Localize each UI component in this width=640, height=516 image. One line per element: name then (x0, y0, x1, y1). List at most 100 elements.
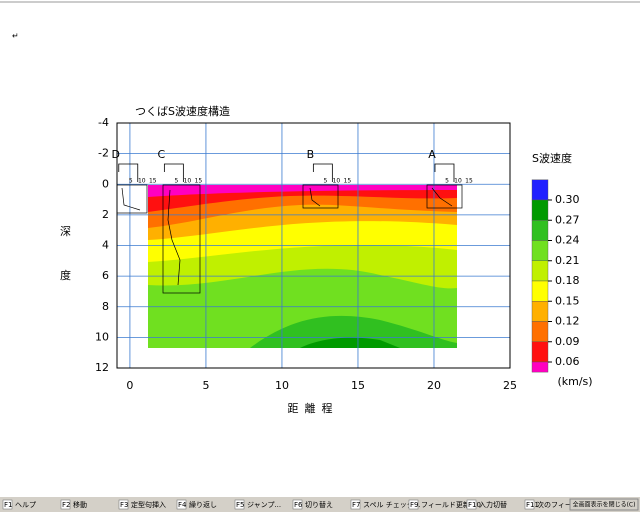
key-label: ジャンプ... (247, 501, 281, 509)
colorbar-unit: (km/s) (557, 375, 592, 388)
y-tick-label: 10 (95, 330, 109, 343)
status-bar (0, 497, 640, 512)
colorbar-label: 0.21 (555, 254, 580, 267)
borehole-tick: 15 (195, 178, 203, 185)
key-name: F3 (120, 501, 128, 509)
colorbar-label: 0.24 (555, 234, 580, 247)
borehole-tick: 10 (184, 178, 192, 185)
key-name: F6 (294, 501, 303, 509)
x-tick-label: 20 (427, 379, 441, 392)
x-tick-label: 5 (202, 379, 209, 392)
key-box (350, 499, 361, 510)
status-item[interactable]: F1 ヘルプ (2, 499, 36, 510)
borehole-label: C (158, 148, 166, 161)
close-button[interactable] (569, 498, 639, 511)
borehole-tick: 5 (129, 178, 133, 185)
status-item[interactable]: F7 スペル チェック... (350, 499, 420, 510)
colorbar-label: 0.15 (555, 294, 580, 307)
colorbar-swatch (531, 280, 549, 302)
key-name: F11 (526, 501, 539, 509)
colorbar-swatch (531, 301, 549, 322)
colorbar-swatch (531, 361, 549, 373)
borehole-logs (116, 184, 463, 294)
key-box (466, 499, 477, 510)
status-item[interactable]: F2 移動 (60, 499, 87, 510)
colorbar-label: 0.18 (555, 274, 580, 287)
status-item[interactable]: F5 ジャンプ... (234, 499, 281, 510)
contour-field (148, 185, 457, 348)
colorbar-swatch (531, 321, 549, 342)
y-tick-label: 6 (102, 269, 109, 282)
borehole-bracket (118, 163, 139, 182)
y-tick-label: -4 (98, 116, 109, 129)
colorbar-label: 0.27 (555, 213, 580, 226)
key-label: 繰り返し (189, 500, 217, 509)
key-label: 次のフィールド (537, 500, 586, 509)
key-name: F7 (352, 501, 360, 509)
borehole-label: D (112, 148, 120, 161)
status-item[interactable]: F4 繰り返し (176, 499, 217, 510)
key-name: F1 (4, 501, 12, 509)
colorbar-swatch (531, 260, 549, 282)
borehole-tick: 5 (445, 178, 449, 185)
status-item[interactable]: F9 フィールド更新 (408, 499, 470, 510)
key-label: スペル チェック... (363, 501, 420, 509)
x-tick-label: 15 (351, 379, 365, 392)
borehole-tick: 10 (138, 178, 146, 185)
borehole-tick: 15 (465, 178, 473, 185)
borehole-label: A (428, 148, 436, 161)
y-axis-label: 度 (60, 268, 71, 282)
borehole-label: B (307, 148, 315, 161)
borehole-tick: 10 (333, 178, 341, 185)
colorbar-label: 0.30 (555, 193, 580, 206)
colorbar-title: S波速度 (532, 151, 572, 165)
key-label: フィールド更新 (421, 500, 470, 509)
y-tick-label: 12 (95, 361, 109, 374)
y-tick-label: 4 (102, 239, 109, 252)
colorbar-swatch (531, 220, 549, 241)
y-tick-label: 2 (102, 208, 109, 221)
colorbar-swatch (531, 341, 549, 363)
key-name: F5 (236, 501, 244, 509)
close-label: 全画面表示を閉じる(C) (573, 501, 636, 509)
key-label: 切り替え (305, 500, 333, 509)
status-item[interactable]: F3 定型句挿入 (118, 499, 166, 510)
key-box (408, 499, 419, 510)
key-box (2, 499, 13, 510)
colorbar-label: 0.09 (555, 335, 580, 348)
y-tick-label: 0 (102, 177, 109, 190)
y-tick-label: 8 (102, 300, 109, 313)
key-name: F10 (468, 501, 481, 509)
key-name: F2 (62, 501, 70, 509)
key-box (234, 499, 245, 510)
x-axis-label: 距離程 (288, 401, 339, 415)
status-item[interactable]: F6 切り替え (292, 499, 333, 510)
colorbar-swatch (531, 240, 549, 261)
x-tick-label: 0 (126, 379, 133, 392)
chart-title: つくばS波速度構造 (135, 104, 230, 118)
colorbar-swatch (531, 179, 549, 201)
borehole-bracket (312, 163, 333, 182)
colorbar-swatch (531, 199, 549, 221)
colorbar-label: 0.12 (555, 315, 580, 328)
key-name: F9 (410, 501, 418, 509)
key-box (524, 499, 535, 510)
borehole-tick: 5 (323, 178, 327, 185)
borehole-tick: 15 (149, 178, 157, 185)
borehole-bracket (163, 163, 184, 182)
key-box (176, 499, 187, 510)
borehole-tick: 15 (344, 178, 352, 185)
borehole-tick: 5 (174, 178, 178, 185)
key-name: F4 (178, 501, 187, 509)
key-label: 入力切替 (479, 500, 507, 509)
key-box (118, 499, 129, 510)
borehole-bracket (434, 163, 455, 182)
colorbar-label: 0.06 (555, 355, 580, 368)
x-tick-label: 25 (503, 379, 517, 392)
key-box (60, 499, 71, 510)
y-axis-label: 深 (60, 225, 71, 238)
